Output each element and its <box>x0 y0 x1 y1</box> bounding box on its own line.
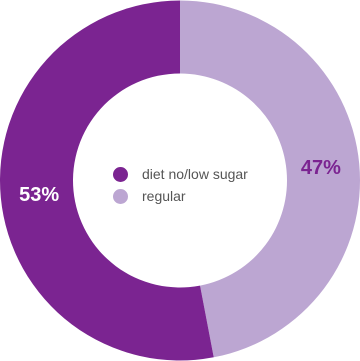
legend-label-diet: diet no/low sugar <box>142 166 248 182</box>
legend-swatch-regular <box>113 188 128 204</box>
legend-swatch-diet <box>113 166 128 182</box>
legend-item-regular: regular <box>113 185 248 207</box>
donut-slice-1 <box>0 0 214 361</box>
legend-label-regular: regular <box>142 188 186 204</box>
donut-slice-0 <box>180 0 360 358</box>
slice-value-label-0: 47% <box>301 157 341 179</box>
chart-legend: diet no/low sugar regular <box>113 163 248 207</box>
legend-item-diet: diet no/low sugar <box>113 163 248 185</box>
slice-value-label-1: 53% <box>19 184 59 206</box>
